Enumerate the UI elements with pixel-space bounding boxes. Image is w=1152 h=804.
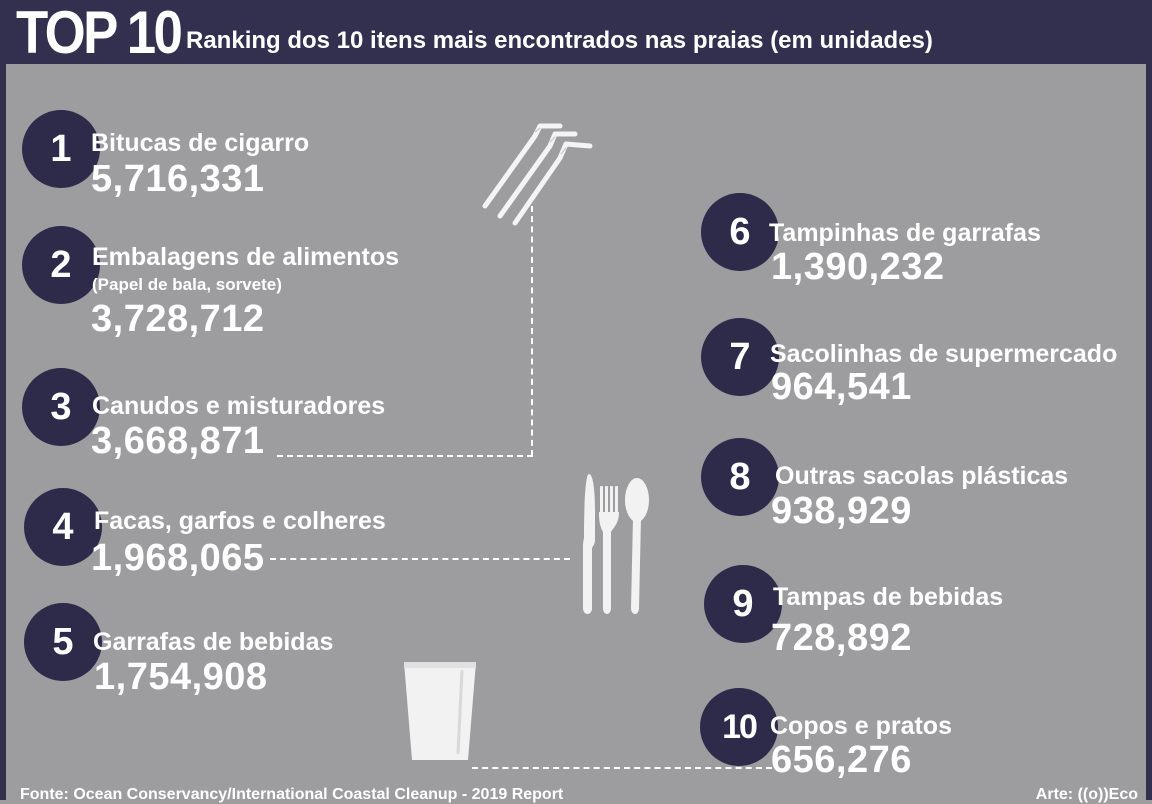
header-bar: TOP 10 Ranking dos 10 itens mais encontr… [0,0,1152,66]
cup-connector [472,767,772,769]
item-label: Sacolinhas de supermercado [770,340,1118,368]
item-label: Garrafas de bebidas [93,628,334,656]
cutlery-connector [270,558,570,560]
straws-icon [482,123,593,226]
rank-badge: 7 [701,318,779,396]
item-label: Bitucas de cigarro [91,129,310,157]
chart-subtitle: Ranking dos 10 itens mais encontrados na… [186,27,933,54]
item-value: 728,892 [771,617,912,659]
rank-badge: 3 [22,368,100,446]
item-label: Outras sacolas plásticas [775,462,1069,490]
cutlery-icon [583,474,649,614]
rank-badge: 8 [701,438,779,516]
item-label: Tampinhas de garrafas [769,219,1041,247]
rank-badge: 2 [22,226,100,304]
straws-connector-horizontal [277,455,533,457]
rank-badge: 4 [24,488,102,566]
item-value: 5,716,331 [91,158,265,200]
rank-badge: 6 [701,193,779,271]
item-value: 3,728,712 [91,298,265,340]
item-value: 938,929 [771,490,912,532]
item-value: 1,390,232 [771,246,945,288]
credit-note: Arte: ((o))Eco [1035,786,1138,803]
item-label: Tampas de bebidas [773,583,1004,611]
rank-badge: 5 [24,603,102,681]
item-note: (Papel de bala, sorvete) [92,275,282,294]
item-label: Embalagens de alimentos [92,243,400,271]
item-label: Copos e pratos [770,712,952,740]
source-note: Fonte: Ocean Conservancy/International C… [20,786,564,803]
straws-connector-vertical [531,206,533,456]
item-value: 1,754,908 [94,656,268,698]
item-value: 656,276 [771,739,912,781]
cup-icon [404,662,476,760]
item-value: 964,541 [771,366,912,408]
rank-badge: 9 [704,565,782,643]
item-label: Canudos e misturadores [92,392,386,420]
item-value: 3,668,871 [91,420,265,462]
rank-badge: 10 [700,688,778,766]
item-value: 1,968,065 [91,537,265,579]
item-label: Facas, garfos e colheres [94,507,386,535]
rank-badge: 1 [22,110,100,188]
top10-title: TOP 10 [16,0,183,66]
